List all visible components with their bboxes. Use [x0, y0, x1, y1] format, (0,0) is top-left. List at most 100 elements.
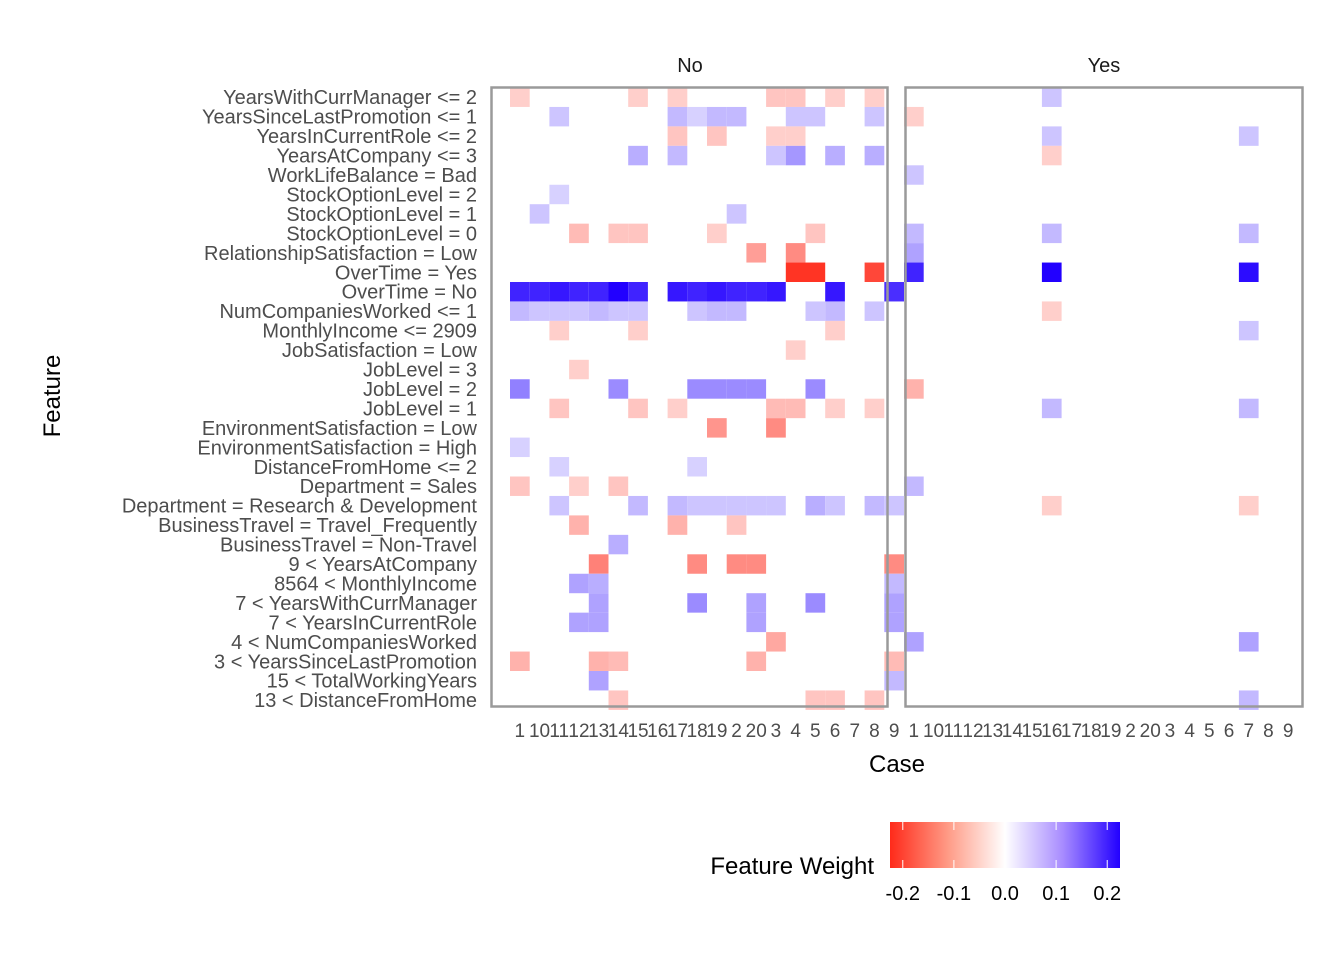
y-tick-label: RelationshipSatisfaction = Low	[204, 243, 477, 265]
heatmap-cell	[510, 87, 530, 107]
heatmap-cell	[884, 671, 904, 691]
heatmap-cell	[667, 282, 688, 302]
heatmap-cell	[785, 106, 806, 127]
x-tick-label: 14	[608, 721, 630, 742]
x-tick-label: 11	[549, 721, 569, 742]
y-tick-label: 9 < YearsAtCompany	[289, 554, 477, 576]
y-tick-label: 15 < TotalWorkingYears	[267, 671, 477, 693]
x-tick-label: 18	[687, 721, 708, 742]
x-tick-label: 5	[810, 721, 821, 742]
heatmap-cell	[510, 282, 530, 302]
heatmap-cell	[884, 612, 904, 633]
heatmap-cell	[825, 495, 845, 516]
heatmap-cell	[785, 145, 806, 166]
x-tick-label: 7	[849, 721, 860, 742]
heatmap-cell	[510, 651, 530, 671]
heatmap-cell	[785, 340, 806, 360]
y-tick-label: BusinessTravel = Non-Travel	[220, 535, 477, 557]
y-tick-label: YearsInCurrentRole <= 2	[256, 126, 477, 148]
x-tick-label: 2	[731, 721, 742, 742]
heatmap-cell	[1238, 632, 1259, 652]
heatmap-cell	[687, 106, 707, 127]
x-tick-label: 4	[1184, 721, 1195, 742]
x-tick-label: 8	[869, 721, 880, 742]
x-tick-label: 16	[1041, 721, 1062, 742]
heatmap-cell	[805, 106, 826, 127]
heatmap-cell	[864, 301, 885, 321]
heatmap-cell	[667, 87, 688, 107]
heatmap-cell	[588, 651, 609, 671]
heatmap-cell	[608, 301, 629, 321]
x-tick-label: 13	[588, 721, 609, 742]
heatmap-cell	[549, 184, 570, 205]
heatmap-cell	[1041, 145, 1062, 166]
heatmap-cell	[510, 476, 530, 496]
y-axis-title: Feature	[39, 355, 66, 438]
y-tick-label: 7 < YearsWithCurrManager	[235, 593, 477, 615]
heatmap-cell	[549, 320, 570, 341]
x-axis-title: Case	[869, 751, 925, 778]
x-tick-label: 5	[1204, 721, 1215, 742]
heatmap-cell	[588, 671, 609, 691]
heatmap-cell	[766, 282, 786, 302]
heatmap-cell	[766, 398, 786, 419]
heatmap-cell	[805, 495, 826, 516]
heatmap-cell	[588, 282, 609, 302]
heatmap-cell	[864, 262, 885, 282]
heatmap-cell	[628, 282, 648, 302]
heatmap-cell	[1238, 223, 1259, 244]
heatmap-cell	[510, 301, 530, 321]
y-tick-label: MonthlyIncome <= 2909	[262, 321, 477, 343]
x-tick-label: 20	[1140, 721, 1161, 742]
x-tick-label: 15	[627, 721, 648, 742]
heatmap-cell	[825, 398, 845, 419]
y-tick-label: OverTime = Yes	[335, 262, 477, 284]
heatmap-cell	[785, 243, 806, 263]
heatmap-cell	[825, 145, 845, 166]
heatmap-cell	[726, 515, 747, 535]
heatmap-cell	[588, 573, 609, 594]
heatmap-cell	[1041, 398, 1062, 419]
heatmap-cell	[687, 379, 707, 399]
x-tick-label: 1	[909, 721, 920, 742]
heatmap-cell	[1238, 495, 1259, 516]
heatmap-cell	[785, 126, 806, 146]
heatmap-cell	[608, 223, 629, 244]
heatmap-cell	[884, 554, 904, 574]
heatmap-cell	[805, 262, 826, 282]
x-tick-label: 18	[1081, 721, 1102, 742]
legend-tick-label: -0.1	[937, 883, 971, 905]
heatmap-cell	[1238, 262, 1259, 282]
y-tick-label: StockOptionLevel = 2	[286, 184, 477, 206]
heatmap-cell	[569, 282, 589, 302]
heatmap-cell	[667, 398, 688, 419]
heatmap-cell	[707, 495, 727, 516]
heatmap-cell	[707, 301, 727, 321]
heatmap-cell	[628, 301, 648, 321]
legend-tick-label: 0.0	[991, 883, 1019, 905]
heatmap-cell	[529, 282, 550, 302]
x-tick-label: 12	[568, 721, 589, 742]
heatmap-cell	[707, 418, 727, 438]
heatmap-cell	[785, 262, 806, 282]
heatmap-cell	[825, 301, 845, 321]
heatmap-cell	[785, 398, 806, 419]
heatmap-cell	[569, 573, 589, 594]
heatmap-cell	[825, 282, 845, 302]
heatmap-cell	[687, 554, 707, 574]
legend-ticks: -0.2 -0.1 0.0 0.1 0.2	[886, 822, 1121, 905]
heatmap-cell	[608, 379, 629, 399]
x-tick-label: 13	[982, 721, 1003, 742]
y-tick-label: EnvironmentSatisfaction = High	[197, 437, 477, 459]
heatmap-cell	[805, 223, 826, 244]
legend-tick-label: -0.2	[886, 883, 920, 905]
heatmap-cell	[707, 126, 727, 146]
heatmap-cell	[864, 398, 885, 419]
x-tick-label: 19	[1100, 721, 1121, 742]
x-tick-label: 9	[889, 721, 900, 742]
heatmap-cell	[825, 320, 845, 341]
heatmap-cell	[667, 106, 688, 127]
heatmap-cell	[608, 534, 629, 555]
heatmap-cell	[667, 145, 688, 166]
